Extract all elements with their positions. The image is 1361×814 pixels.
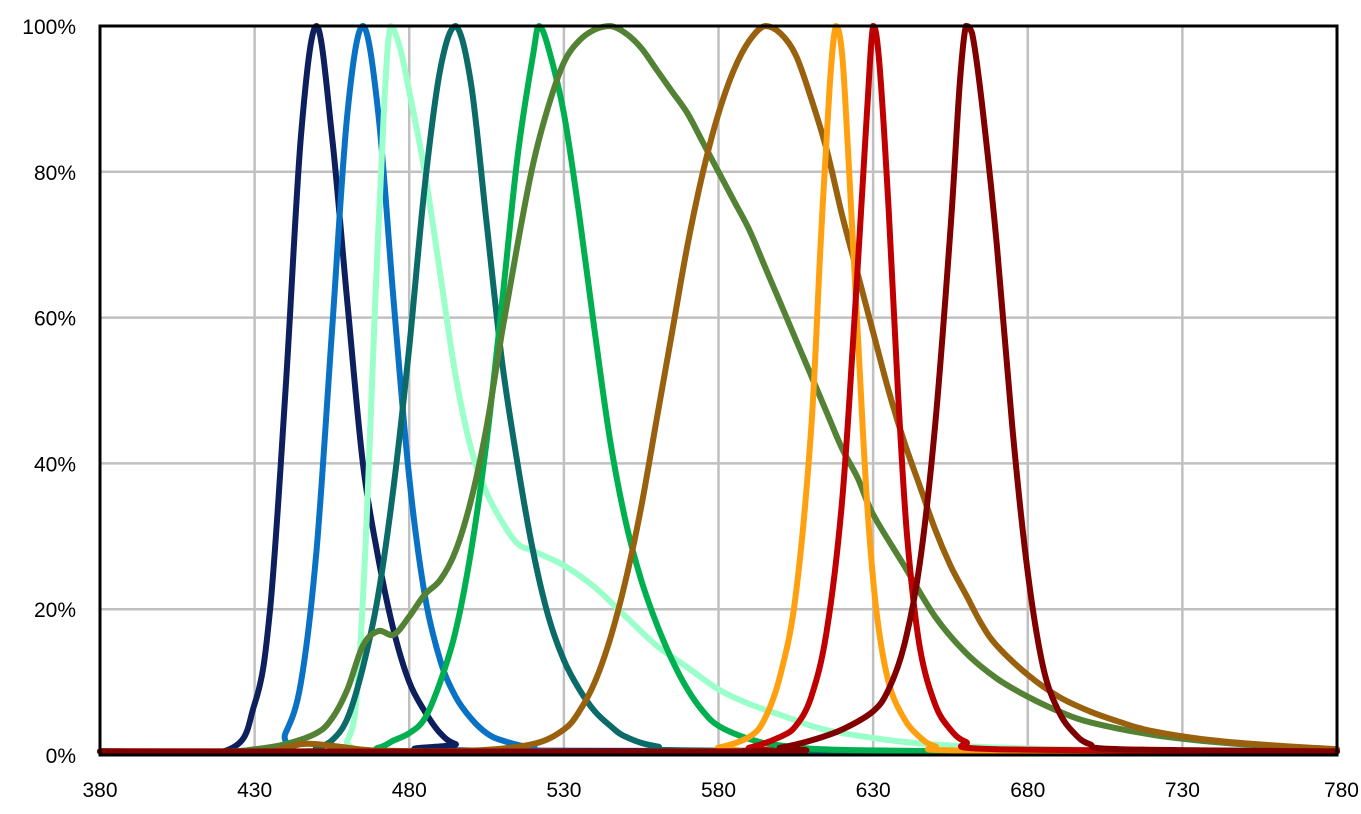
y-tick-label: 60%: [34, 308, 76, 331]
y-tick-label: 80%: [34, 162, 76, 185]
series-line-4: [97, 23, 1340, 755]
series-line-5: [97, 23, 1340, 755]
series-line-9: [97, 23, 1340, 755]
x-tick-label: 630: [856, 779, 891, 802]
series-line-6: [97, 23, 1340, 755]
x-axis-tick-labels: 380 430 480 530 580 630 680 730 780: [82, 779, 1359, 802]
y-axis-tick-labels: 0% 20% 40% 60% 80% 100%: [22, 16, 76, 768]
x-tick-label: 530: [546, 779, 581, 802]
x-tick-label: 680: [1010, 779, 1045, 802]
x-tick-label: 730: [1165, 779, 1200, 802]
x-tick-label: 580: [701, 779, 736, 802]
x-tick-label: 480: [392, 779, 427, 802]
y-tick-label: 0%: [46, 745, 76, 768]
series-line-3: [97, 23, 1340, 756]
y-tick-label: 40%: [34, 453, 76, 476]
x-tick-label: 430: [237, 779, 272, 802]
x-tick-label: 380: [82, 779, 117, 802]
gridlines: [100, 26, 1337, 755]
series-line-10: [97, 23, 1340, 755]
y-tick-label: 20%: [34, 599, 76, 622]
x-tick-label: 780: [1324, 779, 1359, 802]
plot-frame: [98, 24, 1339, 757]
y-tick-label: 100%: [22, 16, 76, 39]
